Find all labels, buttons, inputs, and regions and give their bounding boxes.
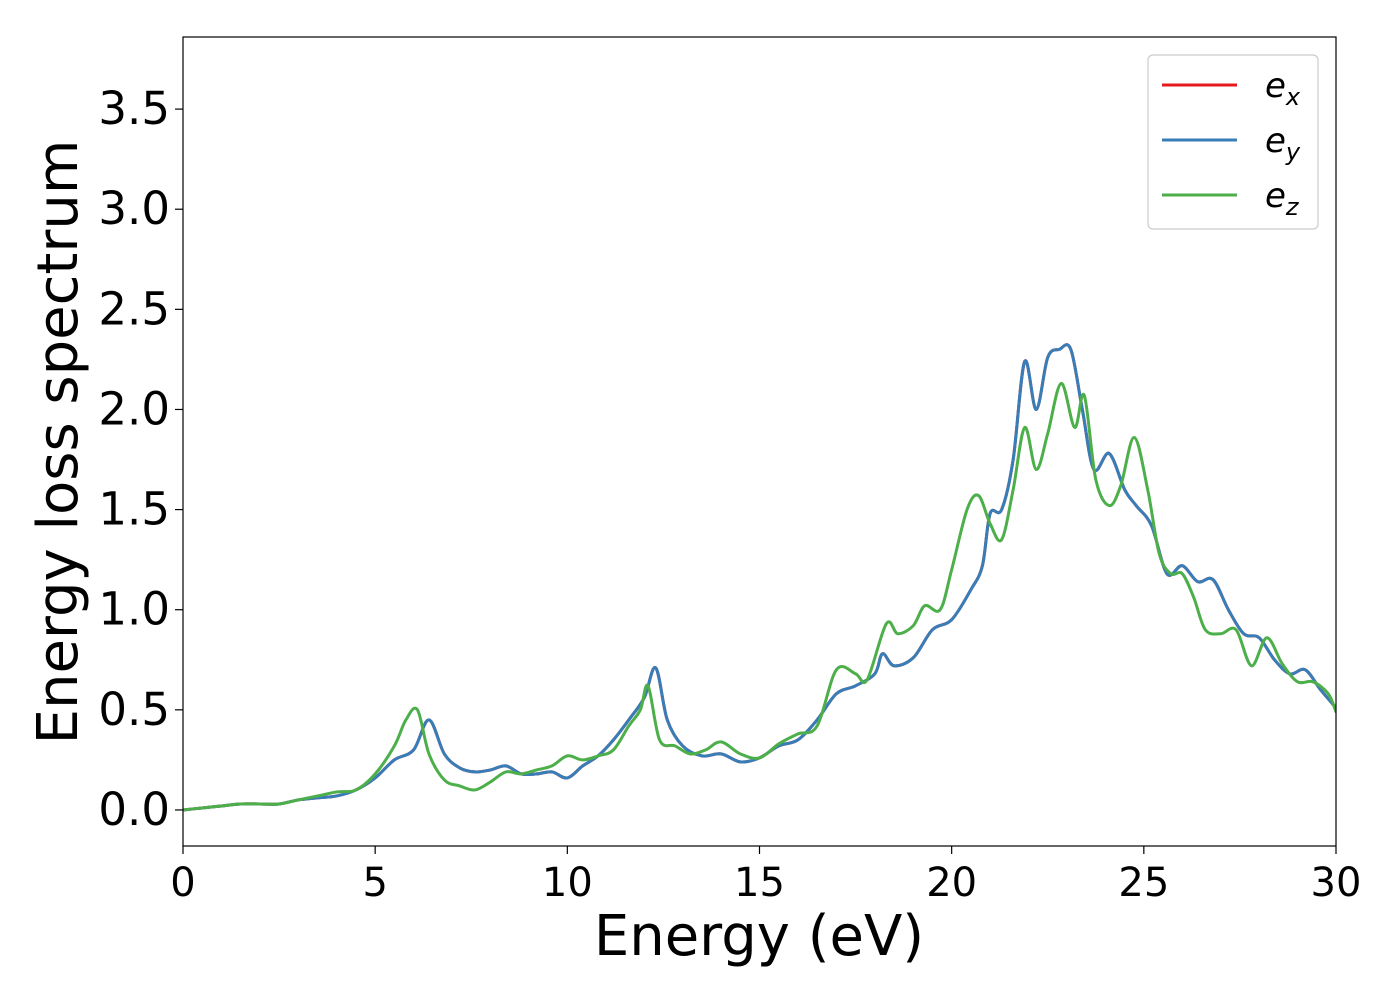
y-tick-label: 2.5	[98, 282, 170, 335]
y-tick-label: 1.5	[98, 483, 170, 536]
legend: ex ey ez	[1147, 54, 1319, 230]
x-tick-label: 5	[362, 860, 387, 906]
y-tick-label: 1.0	[98, 583, 170, 636]
legend-label-x: ex	[1265, 66, 1301, 111]
y-tick-label: 3.0	[98, 182, 170, 235]
y-tick-label: 0.0	[98, 783, 170, 836]
series-line-e-z	[183, 381, 1336, 812]
x-tick-label: 20	[926, 860, 977, 906]
x-tick-label: 10	[542, 860, 593, 906]
y-tick-label: 0.5	[98, 683, 170, 736]
y-axis-label: Energy loss spectrum	[26, 140, 91, 745]
y-tick-label: 3.5	[98, 82, 170, 135]
x-axis-label: Energy (eV)	[594, 904, 924, 969]
x-tick-label: 30	[1311, 860, 1362, 906]
legend-box	[1147, 54, 1319, 230]
x-tick-label: 15	[734, 860, 785, 906]
x-tick-label: 0	[170, 860, 195, 906]
series-lines	[183, 343, 1336, 812]
series-line-e-x	[183, 343, 1336, 812]
legend-label-y: ey	[1265, 121, 1301, 166]
x-tick-label: 25	[1118, 860, 1169, 906]
y-axis-ticks: 0.0 0.5 1.0 1.5 2.0 2.5 3.0 3.5	[98, 82, 183, 836]
series-line-e-y	[183, 343, 1336, 812]
x-axis-ticks: 0 5 10 15 20 25 30	[170, 846, 1361, 906]
y-tick-label: 2.0	[98, 382, 170, 435]
legend-label-z: ez	[1265, 176, 1300, 221]
